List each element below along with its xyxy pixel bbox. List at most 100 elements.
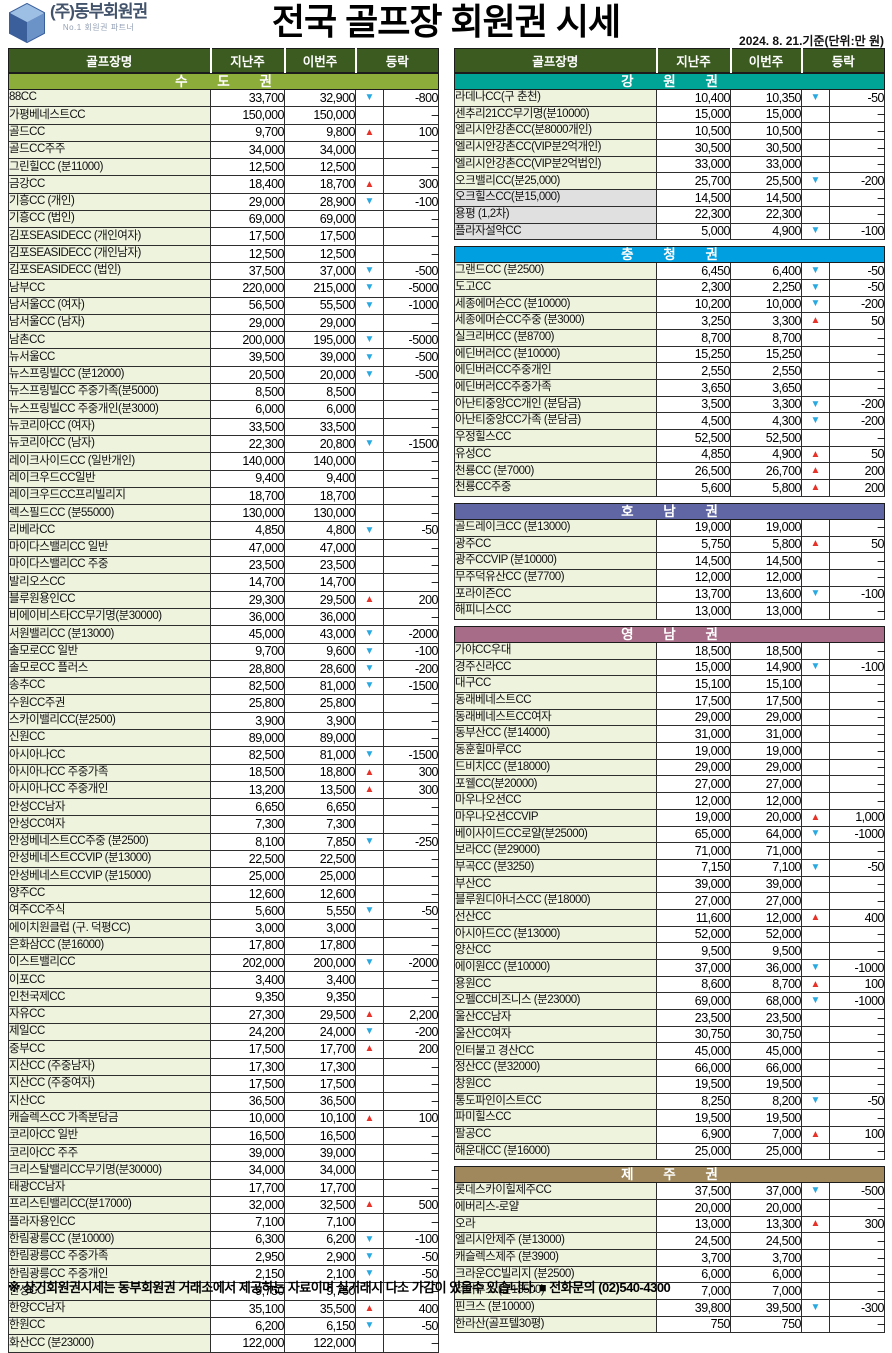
down-arrow-icon: ▼ (364, 195, 375, 207)
table-row: 실크리버CC (분8700) 8,700 8,700– (454, 328, 886, 347)
change-arrow-cell (801, 742, 830, 760)
this-week-price: 10,100 (284, 1109, 356, 1128)
down-arrow-icon: ▼ (810, 398, 821, 410)
golf-course-name: 에이원CC (분10000) (454, 959, 657, 977)
change-value: -50 (382, 901, 440, 921)
date-note: 2024. 8. 21.기준(단위:만 원) (739, 34, 884, 48)
region-section-table: 수 도 권 88CC 33,700 32,900 ▼ -800 가평베네스트CC 150,00… (7, 73, 440, 1353)
last-week-price: 30,500 (656, 139, 731, 157)
down-arrow-icon: ▼ (810, 588, 821, 600)
golf-course-name: 엘리시안강촌CC(VIP분2억개인) (454, 139, 657, 157)
table-row: 비에이비스타CC무기명(분30000) 36,000 36,000– (8, 607, 440, 627)
golf-course-name: 캐슬렉스CC 가족분담금 (8, 1109, 211, 1128)
last-week-price: 16,500 (210, 1126, 285, 1146)
up-arrow-icon: ▲ (810, 538, 821, 550)
up-arrow-icon: ▲ (810, 1218, 821, 1230)
last-week-price: 22,300 (210, 434, 285, 454)
table-row: 수원CC주권 25,800 25,800– (8, 694, 440, 713)
change-arrow-cell: ▼ (355, 365, 384, 385)
change-value: 100 (828, 975, 886, 994)
change-value: – (382, 988, 440, 1007)
golf-course-name: 송추CC (8, 677, 211, 696)
golf-course-name: 경주신라CC (454, 658, 657, 677)
this-week-price: 26,700 (730, 462, 802, 481)
golf-course-name: 용원CC (454, 975, 657, 994)
change-arrow-cell: ▼ (801, 858, 830, 877)
last-week-price: 14,700 (210, 573, 285, 592)
up-arrow-icon: ▲ (810, 911, 821, 923)
this-week-price: 71,000 (730, 842, 802, 860)
table-row: 엘리시안제주 (분13000) 24,500 24,500– (454, 1232, 886, 1250)
this-week-price: 140,000 (284, 452, 356, 471)
table-row: 포라이즌CC 13,700 13,600 ▼ -100 (454, 585, 886, 604)
down-arrow-icon: ▼ (364, 662, 375, 674)
this-week-price: 25,800 (284, 694, 356, 713)
golf-course-name: 에딘버러CC주중가족 (454, 379, 657, 397)
this-week-price: 4,800 (284, 521, 356, 540)
table-row: 천룡CC (분7000) 26,500 26,700 ▲ 200 (454, 462, 886, 481)
this-week-price: 4,300 (730, 412, 802, 431)
this-week-price: 10,350 (730, 89, 802, 107)
table-row: 자유CC 27,300 29,500 ▲ 2,200 (8, 1005, 440, 1025)
last-week-price: 8,100 (210, 832, 285, 852)
change-arrow-cell (355, 919, 384, 938)
change-arrow-cell (355, 1057, 384, 1076)
last-week-price: 5,600 (210, 901, 285, 921)
last-week-price: 27,000 (656, 892, 731, 910)
down-arrow-icon: ▼ (810, 415, 821, 427)
down-arrow-icon: ▼ (364, 368, 375, 380)
table-row: 기흥CC (개인) 29,000 28,900 ▼ -100 (8, 192, 440, 212)
golf-course-name: 오라 (454, 1215, 657, 1234)
table-row: 해피니스CC 13,000 13,000– (454, 602, 886, 620)
this-week-price: 37,000 (284, 261, 356, 281)
table-row: 도고CC 2,300 2,250 ▼ -50 (454, 278, 886, 297)
last-week-price: 6,900 (656, 1125, 731, 1144)
change-value: -200 (828, 395, 886, 414)
golf-course-name: 태광CC남자 (8, 1178, 211, 1198)
change-arrow-cell (355, 728, 384, 748)
this-week-price: 6,000 (730, 1265, 802, 1284)
change-arrow-cell (801, 205, 830, 224)
change-value: 400 (382, 1299, 440, 1319)
table-row: 김포SEASIDECC (법인) 37,500 37,000 ▼ -500 (8, 261, 440, 281)
golf-course-name: 한성CC (8, 1282, 211, 1301)
last-week-price: 20,000 (656, 1198, 731, 1217)
table-row: 우정힐스CC 52,500 52,500– (454, 429, 886, 447)
last-week-price: 69,000 (210, 210, 285, 229)
change-value: – (382, 850, 440, 869)
last-week-price: 39,000 (656, 875, 731, 894)
change-arrow-cell (355, 383, 384, 402)
last-week-price: 4,850 (210, 521, 285, 540)
last-week-price: 66,000 (656, 1059, 731, 1077)
this-week-price: 22,500 (284, 850, 356, 869)
table-row: 보라CC (분29000) 71,000 71,000– (454, 842, 886, 860)
change-value: – (382, 711, 440, 730)
golf-course-name: 리베라CC (8, 521, 211, 540)
change-value: -50 (382, 1317, 440, 1336)
this-week-price: 24,000 (284, 1023, 356, 1042)
last-week-price: 28,800 (210, 659, 285, 679)
change-arrow-cell: ▼ (355, 746, 384, 765)
change-arrow-cell (801, 1025, 830, 1044)
last-week-price: 17,500 (210, 1040, 285, 1059)
table-row: 안성베네스트CCVIP (분13000) 22,500 22,500– (8, 850, 440, 869)
golf-course-name: 수원CC주권 (8, 694, 211, 713)
change-value: 400 (828, 908, 886, 927)
this-week-price: 19,000 (730, 518, 802, 537)
last-week-price: 9,500 (656, 942, 731, 960)
change-value: – (382, 884, 440, 903)
change-value: -100 (828, 658, 886, 677)
last-week-price: 3,500 (656, 395, 731, 414)
change-arrow-cell (355, 1161, 384, 1180)
last-week-price: 37,000 (656, 959, 731, 977)
change-value: 300 (382, 175, 440, 194)
table-row: 대구CC 15,100 15,100– (454, 675, 886, 693)
golf-course-name: 블루원용인CC (8, 590, 211, 609)
this-week-price: 750 (730, 1315, 802, 1334)
right-table-column: 골프장명 지난주 이번주 등락 강 원 권 라데나CC(구 춘천) 10,400 10,350… (453, 48, 886, 1334)
section-header-row: 호 남 권 (453, 502, 886, 520)
change-value: – (382, 1178, 440, 1198)
table-row: 태광CC남자 17,700 17,700– (8, 1178, 440, 1198)
column-header-cell: 이번주 (283, 48, 356, 73)
golf-course-name: 골드레이크CC (분13000) (454, 518, 657, 537)
